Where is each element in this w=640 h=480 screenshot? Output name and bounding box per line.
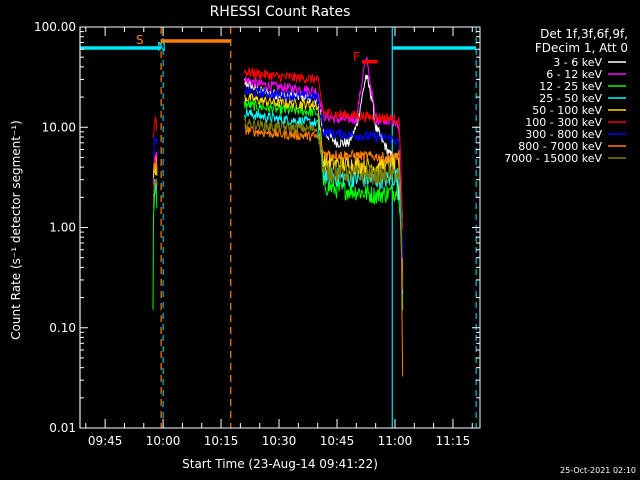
night-annotation-label: N <box>157 40 166 54</box>
y-tick-label: 0.10 <box>49 321 76 335</box>
legend-label: 800 - 7000 keV <box>518 140 602 153</box>
series-line <box>243 74 404 218</box>
y-axis-ticks: 0.01 0.10 1.00 10.00 100.00 <box>34 20 480 435</box>
series-8 <box>152 116 404 290</box>
legend-item: 12 - 25 keV <box>539 80 626 93</box>
legend-item: 100 - 300 keV <box>525 116 626 129</box>
legend-header-line1: Det 1f,3f,6f,9f, <box>540 27 628 41</box>
chart-title: RHESSI Count Rates <box>210 4 351 20</box>
x-tick-label: 10:00 <box>146 434 181 448</box>
legend-item: 800 - 7000 keV <box>518 140 626 153</box>
series-6 <box>152 86 404 259</box>
legend-header-line2: FDecim 1, Att 0 <box>535 41 628 55</box>
legend-item: 6 - 12 keV <box>546 68 626 81</box>
x-tick-label: 10:45 <box>320 434 355 448</box>
y-tick-label: 100.00 <box>34 20 76 34</box>
series-group <box>152 56 404 377</box>
x-tick-label: 10:15 <box>204 434 239 448</box>
series-line <box>243 86 404 259</box>
legend-label: 6 - 12 keV <box>546 68 602 81</box>
y-axis-label: Count Rate (s⁻¹ detector segment⁻¹) <box>9 120 23 340</box>
series-line <box>243 99 404 311</box>
series-line <box>244 124 404 377</box>
series-line <box>152 155 158 172</box>
legend-label: 25 - 50 keV <box>539 92 602 105</box>
y-tick-label: 0.01 <box>49 421 76 435</box>
legend-label: 7000 - 15000 keV <box>504 152 602 165</box>
x-tick-label: 10:30 <box>262 434 297 448</box>
flare-annotation-label: F <box>353 50 360 64</box>
series-line <box>152 178 158 206</box>
series-line <box>152 137 158 158</box>
legend-item: 3 - 6 keV <box>553 56 626 69</box>
legend-label: 50 - 100 keV <box>532 104 602 117</box>
legend-label: 12 - 25 keV <box>539 80 602 93</box>
legend: Det 1f,3f,6f,9f, FDecim 1, Att 0 3 - 6 k… <box>504 27 628 165</box>
saa-annotation-label: S <box>136 33 144 47</box>
series-line <box>243 67 404 230</box>
legend-label: 3 - 6 keV <box>553 56 602 69</box>
footer-timestamp: 25-Oct-2021 02:10 <box>560 466 636 475</box>
series-line <box>152 116 158 138</box>
x-tick-label: 11:00 <box>378 434 413 448</box>
legend-item: 25 - 50 keV <box>539 92 626 105</box>
y-tick-label: 10.00 <box>42 120 76 134</box>
y-tick-label: 1.00 <box>49 221 76 235</box>
x-axis-ticks: 09:45 10:00 10:15 10:30 10:45 11:00 11:15 <box>85 27 473 448</box>
legend-item: 50 - 100 keV <box>532 104 626 117</box>
legend-item: 300 - 800 keV <box>525 128 626 141</box>
series-line <box>243 116 404 290</box>
series-7 <box>152 124 404 377</box>
series-line <box>243 108 404 295</box>
legend-label: 100 - 300 keV <box>525 116 602 129</box>
x-axis-label: Start Time (23-Aug-14 09:41:22) <box>182 457 378 471</box>
series-5 <box>152 67 404 230</box>
legend-label: 300 - 800 keV <box>525 128 602 141</box>
legend-item: 7000 - 15000 keV <box>504 152 626 165</box>
x-tick-label: 11:15 <box>436 434 471 448</box>
x-tick-label: 09:45 <box>88 434 123 448</box>
